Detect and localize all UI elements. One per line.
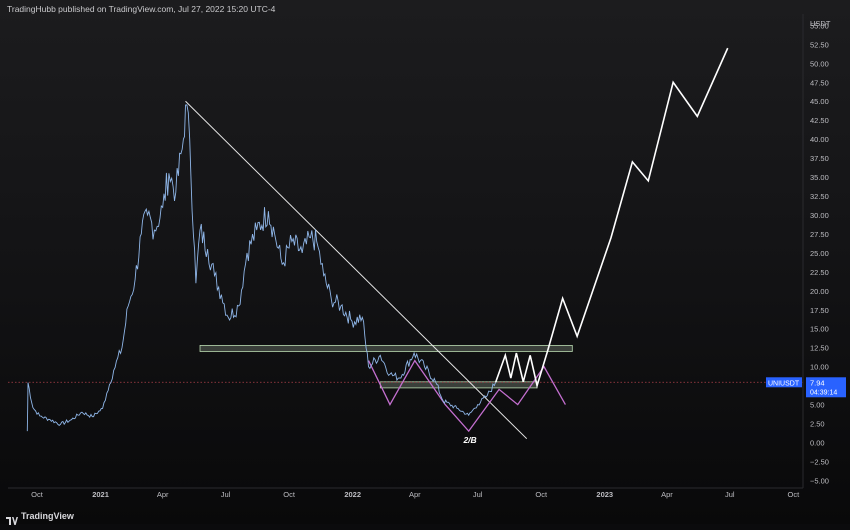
y-tick-label: 2.50 [810, 420, 825, 429]
y-tick-label: −2.50 [810, 457, 829, 466]
x-tick-label: Oct [31, 490, 44, 499]
y-tick-label: 12.50 [810, 344, 829, 353]
symbol-tag [766, 377, 802, 388]
tradingview-logo[interactable]: TradingView [6, 511, 74, 525]
x-tick-label: Jul [221, 490, 231, 499]
x-tick-label: Oct [535, 490, 548, 499]
y-tick-label: 40.00 [810, 135, 829, 144]
y-tick-label: 55.00 [810, 21, 829, 30]
x-tick-label: 2023 [596, 490, 613, 499]
y-tick-label: 15.00 [810, 325, 829, 334]
x-tick-label: 2021 [92, 490, 109, 499]
y-tick-label: −5.00 [810, 476, 829, 485]
tradingview-logo-text: TradingView [21, 511, 74, 521]
descending-trendline [185, 100, 528, 440]
y-tick-label: 5.00 [810, 401, 825, 410]
pattern-annotation: 2/B [462, 435, 476, 445]
y-tick-label: 20.00 [810, 287, 829, 296]
x-tick-label: Jul [725, 490, 735, 499]
y-tick-label: 0.00 [810, 438, 825, 447]
y-tick-label: 25.00 [810, 249, 829, 258]
y-tick-label: 30.00 [810, 211, 829, 220]
x-tick-label: Oct [283, 490, 296, 499]
y-tick-label: 45.00 [810, 97, 829, 106]
price-line [26, 104, 497, 432]
y-tick-label: 35.00 [810, 173, 829, 182]
y-tick-label: 22.50 [810, 268, 829, 277]
y-tick-label: 32.50 [810, 192, 829, 201]
y-tick-label: 42.50 [810, 116, 829, 125]
y-tick-label: 17.50 [810, 306, 829, 315]
x-tick-label: 2022 [344, 490, 361, 499]
publish-info: TradingHubb published on TradingView.com… [7, 4, 276, 14]
y-axis-unit: USDT [810, 19, 831, 28]
projection-path [494, 47, 729, 389]
x-tick-label: Apr [157, 490, 169, 499]
support-zone [379, 381, 538, 389]
last-price-tag [806, 377, 846, 398]
last-price-value: 7.94 [810, 378, 825, 387]
support-zone [199, 345, 573, 352]
y-tick-label: 50.00 [810, 59, 829, 68]
x-tick-label: Apr [409, 490, 421, 499]
y-tick-label: 52.50 [810, 40, 829, 49]
x-tick-label: Apr [661, 490, 673, 499]
double-bottom-pattern [367, 359, 566, 433]
y-tick-label: 10.00 [810, 363, 829, 372]
y-tick-label: 27.50 [810, 230, 829, 239]
footer-bar: TradingView [0, 510, 850, 525]
candle-countdown: 04:39:14 [810, 389, 837, 396]
y-tick-label: 47.50 [810, 78, 829, 87]
symbol-tag-label: UNIUSDT [768, 380, 800, 387]
x-tick-label: Jul [473, 490, 483, 499]
tradingview-logo-icon [6, 512, 18, 525]
x-tick-label: Oct [787, 490, 800, 499]
y-tick-label: 37.50 [810, 154, 829, 163]
